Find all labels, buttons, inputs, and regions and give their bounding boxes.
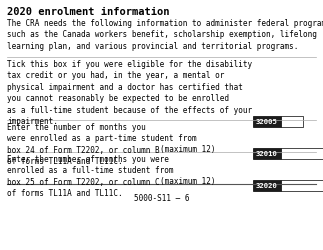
Text: (maximum 12): (maximum 12) [160,177,215,186]
Bar [281,116,303,127]
Text: 32020: 32020 [256,182,278,188]
Text: Enter the number of months you
were enrolled as a part-time student from
box 24 : Enter the number of months you were enro… [7,123,197,166]
Bar [253,116,281,127]
Bar [253,180,281,191]
Bar [281,148,323,159]
Text: Enter the number of months you were
enrolled as a full-time student from
box 25 : Enter the number of months you were enro… [7,155,173,198]
Text: The CRA needs the following information to administer federal programs
such as t: The CRA needs the following information … [7,19,323,51]
Bar [253,148,281,159]
Text: 2020 enrolment information: 2020 enrolment information [7,7,170,17]
Text: Tick this box if you were eligible for the disability
tax credit or you had, in : Tick this box if you were eligible for t… [7,60,252,126]
Text: 32010: 32010 [256,150,278,156]
Bar [281,180,323,191]
Text: 32005: 32005 [256,118,278,124]
Text: 5000-S11 – 6: 5000-S11 – 6 [134,194,189,203]
Text: (maximum 12): (maximum 12) [160,145,215,154]
